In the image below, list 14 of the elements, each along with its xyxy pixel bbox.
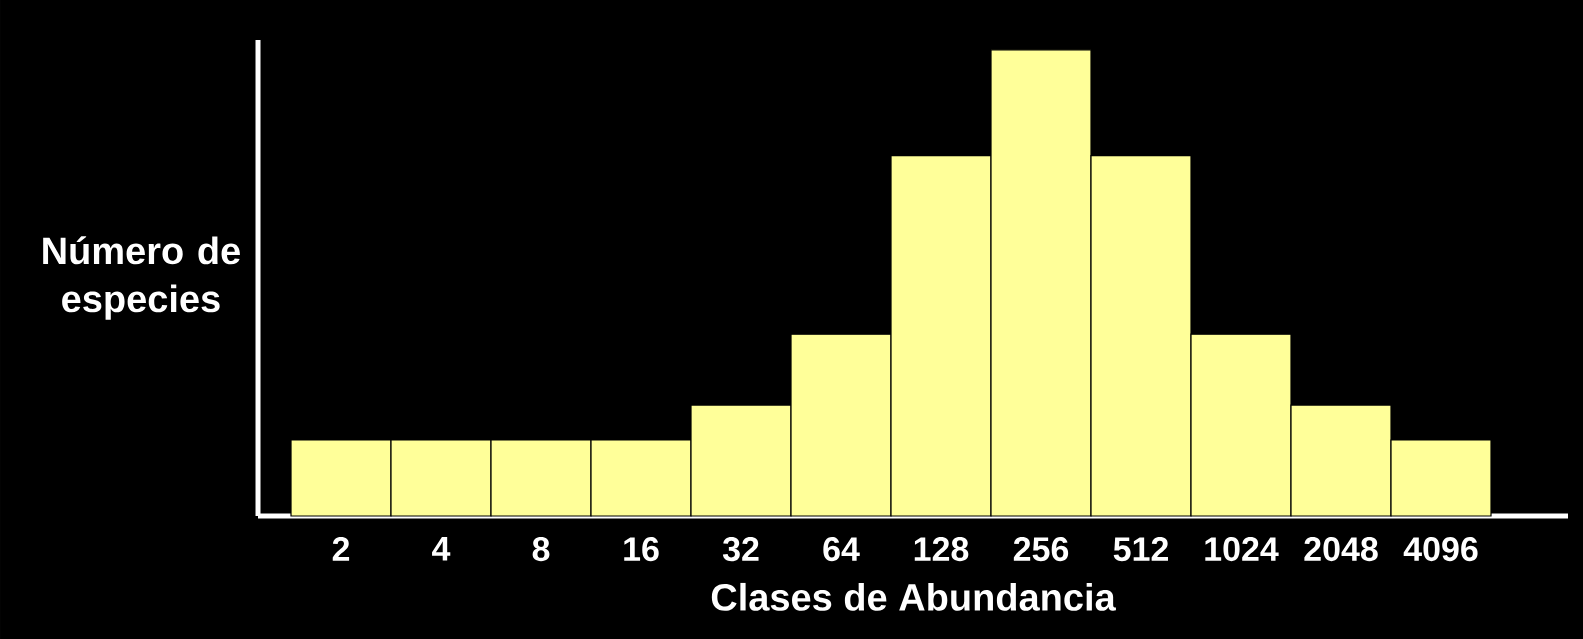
x-tick-label: 4 [432,537,451,561]
x-tick-label: 64 [823,537,860,562]
x-tick-label: 512 [1113,537,1168,562]
x-axis-title: Clases de Abundancia [711,582,1116,611]
x-tick-label: 256 [1013,537,1069,562]
x-tick-label: 8 [532,537,550,562]
x-tick-label: 128 [914,537,969,562]
x-tick-label: 32 [722,537,759,562]
x-tick-label: 1024 [1205,537,1279,562]
x-tick-label: 2048 [1304,537,1378,562]
y-axis-title: Número de especies [43,236,240,320]
x-tick-label: 4096 [1403,537,1478,562]
x-tick-label: 2 [332,537,350,561]
x-tick-label: 16 [624,537,659,562]
